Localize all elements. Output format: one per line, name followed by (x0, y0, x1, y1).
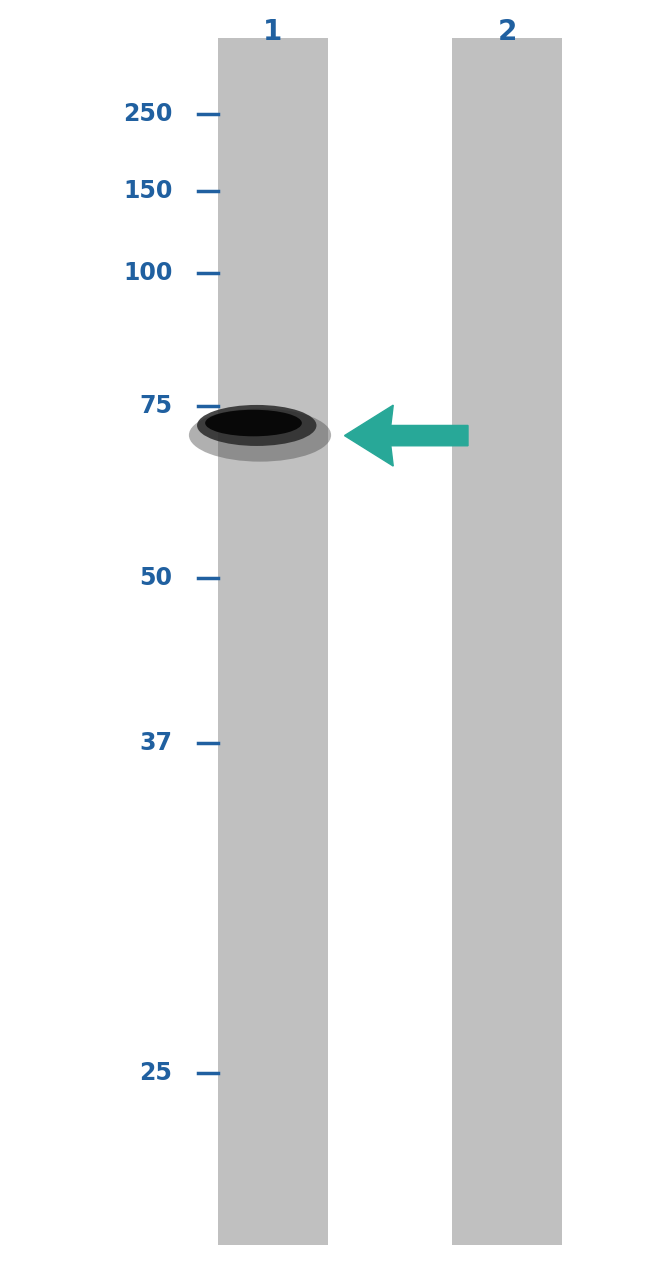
Text: 25: 25 (139, 1062, 172, 1085)
Text: 150: 150 (123, 179, 172, 202)
Text: 2: 2 (497, 18, 517, 46)
Ellipse shape (205, 410, 302, 437)
FancyArrow shape (344, 405, 468, 466)
Ellipse shape (197, 405, 317, 446)
Ellipse shape (189, 409, 331, 462)
Text: 100: 100 (123, 262, 172, 284)
Text: 75: 75 (139, 395, 172, 418)
Bar (218, 38, 328, 1245)
Text: 37: 37 (139, 732, 172, 754)
Text: 1: 1 (263, 18, 283, 46)
Bar (452, 38, 562, 1245)
Text: 250: 250 (123, 103, 172, 126)
Text: 50: 50 (139, 566, 172, 589)
